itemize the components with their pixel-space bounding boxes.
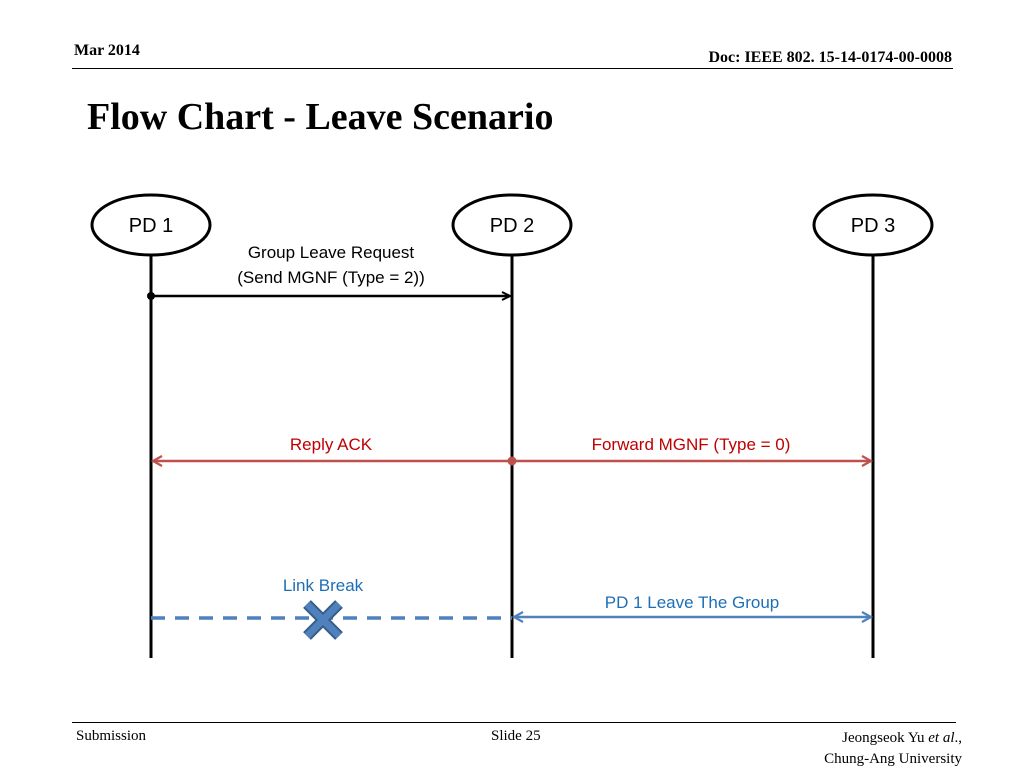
node-pd1-label: PD 1 — [129, 215, 173, 237]
header-date: Mar 2014 — [74, 42, 140, 59]
footer-author: Jeongseok Yu et al., — [824, 728, 962, 749]
reply-origin-dot — [507, 456, 517, 466]
group-leave-label-line2: (Send MGNF (Type = 2)) — [237, 268, 425, 287]
header-doc-id: Doc: IEEE 802. 15-14-0174-00-0008 — [708, 49, 952, 66]
footer-divider — [72, 722, 956, 723]
node-pd3-label: PD 3 — [851, 215, 895, 237]
node-pd2-label: PD 2 — [490, 215, 534, 237]
header-divider — [72, 68, 953, 69]
footer-submission: Submission — [76, 728, 147, 744]
footer-slide-number: Slide 25 — [491, 728, 541, 744]
link-break-cross-icon — [303, 600, 343, 640]
pd1-leave-label: PD 1 Leave The Group — [605, 593, 780, 612]
footer-organization: Chung-Ang University — [824, 751, 962, 767]
footer-author-suffix: ., — [954, 730, 963, 746]
group-leave-label-line1: Group Leave Request — [248, 243, 415, 262]
footer-author-block: Jeongseok Yu et al., Chung-Ang Universit… — [824, 728, 962, 770]
node-pd3: PD 3 — [812, 193, 934, 257]
link-break-label: Link Break — [283, 576, 364, 595]
reply-ack-label: Reply ACK — [290, 435, 373, 454]
node-pd2: PD 2 — [451, 193, 573, 257]
slide-title: Flow Chart - Leave Scenario — [87, 96, 554, 138]
footer-author-name: Jeongseok Yu — [842, 730, 929, 746]
footer-author-etal: et al — [928, 730, 955, 746]
forward-mgnf-label: Forward MGNF (Type = 0) — [592, 435, 791, 454]
node-pd1: PD 1 — [90, 193, 212, 257]
